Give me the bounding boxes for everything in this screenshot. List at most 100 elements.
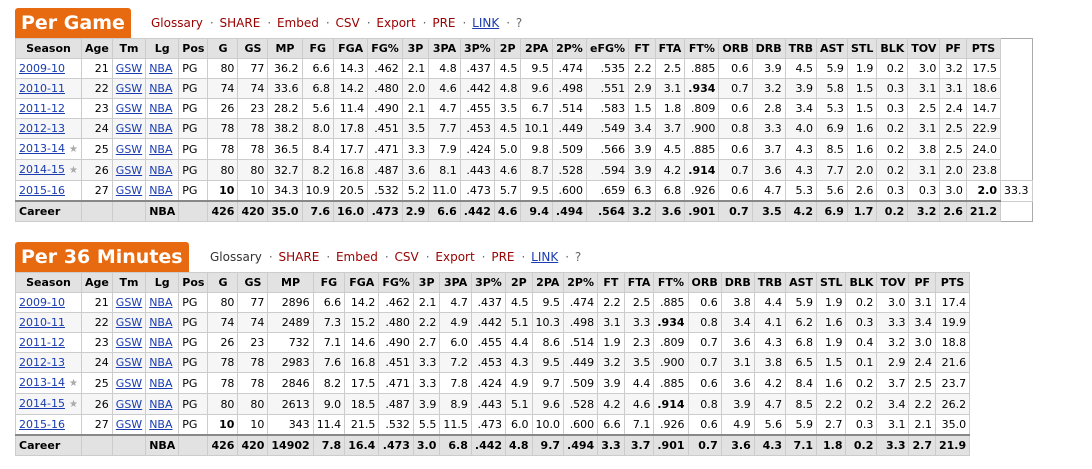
team-link[interactable]: GSW [115, 376, 143, 390]
column-header[interactable]: AST [785, 272, 818, 293]
column-header[interactable]: FG% [367, 38, 403, 59]
column-header[interactable]: BLK [845, 272, 878, 293]
column-header[interactable]: Lg [145, 38, 180, 59]
team-link[interactable]: GSW [115, 82, 143, 95]
column-header[interactable]: PF [939, 38, 967, 59]
season-link[interactable]: 2009-10 [19, 296, 65, 309]
team-link[interactable]: GSW [115, 316, 143, 329]
column-header[interactable]: AST [815, 38, 848, 59]
season-link[interactable]: 2012-13 [19, 356, 65, 369]
team-link[interactable]: GSW [115, 184, 143, 197]
league-link[interactable]: NBA [149, 102, 173, 115]
column-header[interactable]: 2P [505, 272, 533, 293]
column-header[interactable]: 3P% [459, 38, 495, 59]
column-header[interactable]: Pos [178, 272, 209, 293]
column-header[interactable]: FGA [333, 38, 369, 59]
league-link[interactable]: NBA [149, 397, 173, 411]
column-header[interactable]: TRB [784, 38, 817, 59]
column-header[interactable]: Tm [111, 272, 147, 293]
season-link[interactable]: 2011-12 [19, 336, 65, 349]
column-header[interactable]: GS [237, 272, 269, 293]
league-link[interactable]: NBA [149, 418, 173, 431]
column-header[interactable]: 2PA [531, 272, 565, 293]
team-link[interactable]: GSW [115, 418, 143, 431]
season-link[interactable]: 2010-11 [19, 316, 65, 329]
help-icon[interactable]: ? [574, 250, 582, 264]
team-link[interactable]: GSW [115, 336, 143, 349]
team-link[interactable]: GSW [115, 296, 143, 309]
column-header[interactable]: eFG% [586, 38, 630, 59]
column-header[interactable]: MP [267, 272, 314, 293]
league-link[interactable]: NBA [149, 122, 173, 135]
column-header[interactable]: FG% [378, 272, 414, 293]
link-button[interactable]: LINK [472, 16, 500, 30]
help-icon[interactable]: ? [515, 16, 523, 30]
team-link[interactable]: GSW [115, 122, 143, 135]
team-link[interactable]: GSW [115, 163, 143, 177]
embed-button[interactable]: Embed [335, 250, 378, 264]
column-header[interactable]: Pos [178, 38, 209, 59]
column-header[interactable]: FT% [653, 272, 689, 293]
column-header[interactable]: FG [301, 38, 335, 59]
column-header[interactable]: STL [816, 272, 847, 293]
share-button[interactable]: SHARE [219, 16, 261, 30]
league-link[interactable]: NBA [149, 62, 173, 75]
pre-button[interactable]: PRE [491, 250, 515, 264]
column-header[interactable]: FG [312, 272, 346, 293]
league-link[interactable]: NBA [149, 356, 173, 369]
season-link[interactable]: 2009-10 [19, 62, 65, 75]
column-header[interactable]: FTA [623, 272, 655, 293]
season-link[interactable]: 2014-15 [19, 397, 65, 410]
season-link[interactable]: 2015-16 [19, 184, 65, 197]
column-header[interactable]: FT% [684, 38, 720, 59]
column-header[interactable]: 2P% [563, 272, 599, 293]
export-button[interactable]: Export [376, 16, 416, 30]
column-header[interactable]: 2P% [551, 38, 588, 59]
column-header[interactable]: FTA [654, 38, 686, 59]
glossary-link[interactable]: Glossary [210, 250, 262, 264]
link-button[interactable]: LINK [531, 250, 559, 264]
column-header[interactable]: PTS [965, 38, 1002, 59]
column-header[interactable]: 3P [401, 38, 430, 59]
pre-button[interactable]: PRE [432, 16, 456, 30]
column-header[interactable]: FT [597, 272, 625, 293]
season-link[interactable]: 2012-13 [19, 122, 65, 135]
league-link[interactable]: NBA [149, 296, 173, 309]
csv-button[interactable]: CSV [394, 250, 419, 264]
column-header[interactable]: BLK [876, 38, 909, 59]
column-header[interactable]: Lg [145, 272, 180, 293]
column-header[interactable]: ORB [687, 272, 722, 293]
column-header[interactable]: Age [80, 272, 113, 293]
column-header[interactable]: Season [15, 38, 82, 59]
team-link[interactable]: GSW [115, 397, 143, 411]
season-link[interactable]: 2011-12 [19, 102, 65, 115]
csv-button[interactable]: CSV [335, 16, 360, 30]
team-link[interactable]: GSW [115, 142, 143, 156]
season-link[interactable]: 2015-16 [19, 418, 65, 431]
column-header[interactable]: 3P [412, 272, 441, 293]
league-link[interactable]: NBA [149, 142, 173, 156]
column-header[interactable]: Season [15, 272, 82, 293]
column-header[interactable]: PF [908, 272, 936, 293]
team-link[interactable]: GSW [115, 356, 143, 369]
share-button[interactable]: SHARE [278, 250, 320, 264]
column-header[interactable]: Age [80, 38, 113, 59]
league-link[interactable]: NBA [149, 82, 173, 95]
column-header[interactable]: ORB [718, 38, 753, 59]
column-header[interactable]: TOV [907, 38, 941, 59]
team-link[interactable]: GSW [115, 102, 143, 115]
column-header[interactable]: G [207, 272, 239, 293]
column-header[interactable]: Tm [111, 38, 147, 59]
column-header[interactable]: 3PA [428, 38, 461, 59]
season-link[interactable]: 2013-14 [19, 142, 65, 155]
column-header[interactable]: 2PA [520, 38, 553, 59]
column-header[interactable]: 3PA [439, 272, 472, 293]
column-header[interactable]: DRB [720, 272, 755, 293]
column-header[interactable]: 2P [493, 38, 522, 59]
column-header[interactable]: FGA [344, 272, 380, 293]
league-link[interactable]: NBA [149, 163, 173, 177]
column-header[interactable]: G [207, 38, 239, 59]
glossary-link[interactable]: Glossary [151, 16, 203, 30]
column-header[interactable]: TRB [753, 272, 787, 293]
column-header[interactable]: 3P% [470, 272, 507, 293]
